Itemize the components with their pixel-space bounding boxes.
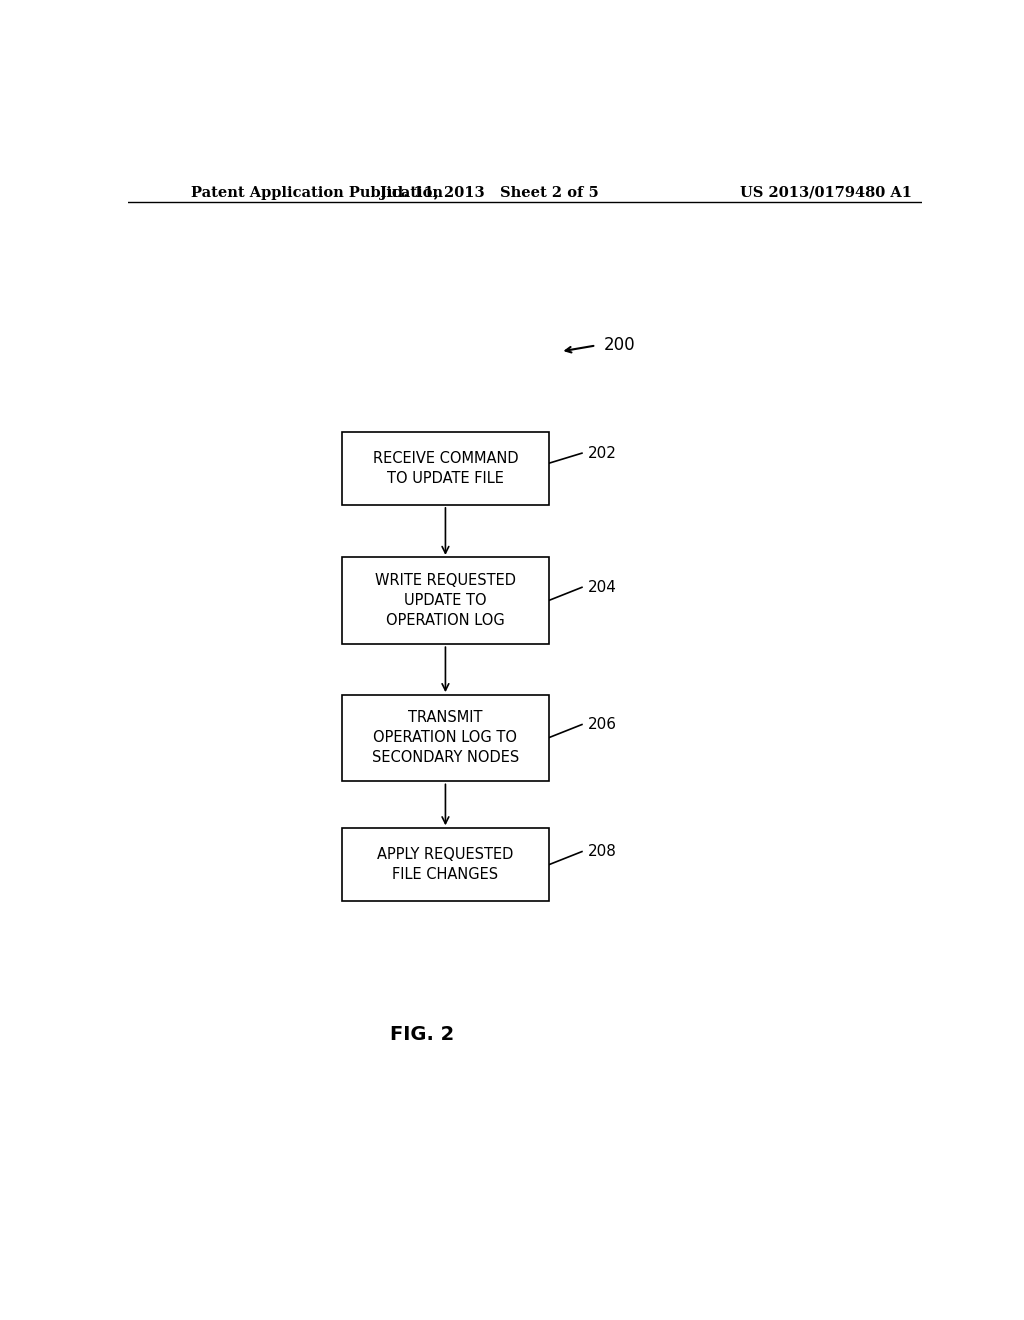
Text: FIG. 2: FIG. 2	[389, 1026, 454, 1044]
Text: TRANSMIT
OPERATION LOG TO
SECONDARY NODES: TRANSMIT OPERATION LOG TO SECONDARY NODE…	[372, 710, 519, 766]
Text: 204: 204	[588, 579, 617, 595]
FancyBboxPatch shape	[342, 557, 549, 644]
FancyBboxPatch shape	[342, 828, 549, 902]
Text: RECEIVE COMMAND
TO UPDATE FILE: RECEIVE COMMAND TO UPDATE FILE	[373, 451, 518, 486]
Text: Patent Application Publication: Patent Application Publication	[191, 186, 443, 199]
FancyBboxPatch shape	[342, 694, 549, 781]
Text: 202: 202	[588, 446, 617, 461]
Text: APPLY REQUESTED
FILE CHANGES: APPLY REQUESTED FILE CHANGES	[377, 847, 514, 882]
Text: 200: 200	[604, 337, 636, 354]
Text: 208: 208	[588, 843, 617, 859]
Text: Jul. 11, 2013   Sheet 2 of 5: Jul. 11, 2013 Sheet 2 of 5	[380, 186, 598, 199]
Text: WRITE REQUESTED
UPDATE TO
OPERATION LOG: WRITE REQUESTED UPDATE TO OPERATION LOG	[375, 573, 516, 628]
Text: US 2013/0179480 A1: US 2013/0179480 A1	[740, 186, 912, 199]
FancyBboxPatch shape	[342, 432, 549, 506]
Text: 206: 206	[588, 717, 617, 733]
